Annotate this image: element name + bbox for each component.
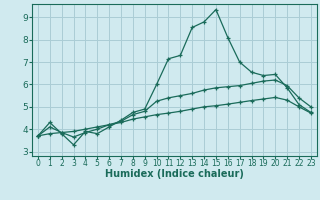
X-axis label: Humidex (Indice chaleur): Humidex (Indice chaleur) — [105, 169, 244, 179]
